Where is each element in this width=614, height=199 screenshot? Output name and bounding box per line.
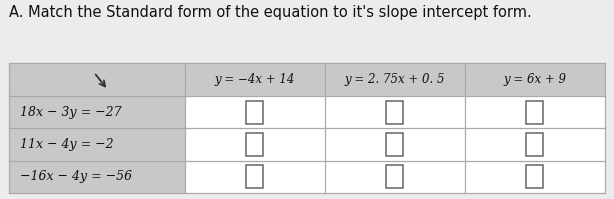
Text: 11x − 4y = −2: 11x − 4y = −2 bbox=[20, 138, 114, 151]
FancyBboxPatch shape bbox=[9, 128, 185, 161]
FancyBboxPatch shape bbox=[246, 165, 263, 188]
Text: 18x − 3y = −27: 18x − 3y = −27 bbox=[20, 106, 122, 119]
FancyBboxPatch shape bbox=[246, 133, 263, 156]
FancyBboxPatch shape bbox=[386, 165, 403, 188]
FancyBboxPatch shape bbox=[526, 133, 543, 156]
Text: A. Match the Standard form of the equation to it's slope intercept form.: A. Match the Standard form of the equati… bbox=[9, 5, 532, 20]
Text: y = 6x + 9: y = 6x + 9 bbox=[503, 73, 566, 86]
FancyBboxPatch shape bbox=[526, 101, 543, 124]
FancyBboxPatch shape bbox=[9, 96, 185, 128]
FancyBboxPatch shape bbox=[526, 165, 543, 188]
Text: −16x − 4y = −56: −16x − 4y = −56 bbox=[20, 170, 132, 183]
Text: y = 2. 75x + 0. 5: y = 2. 75x + 0. 5 bbox=[344, 73, 445, 86]
FancyBboxPatch shape bbox=[9, 63, 605, 96]
FancyBboxPatch shape bbox=[9, 161, 185, 193]
FancyBboxPatch shape bbox=[386, 101, 403, 124]
FancyBboxPatch shape bbox=[386, 133, 403, 156]
Text: y = −4x + 14: y = −4x + 14 bbox=[215, 73, 295, 86]
FancyBboxPatch shape bbox=[9, 63, 605, 193]
FancyBboxPatch shape bbox=[246, 101, 263, 124]
